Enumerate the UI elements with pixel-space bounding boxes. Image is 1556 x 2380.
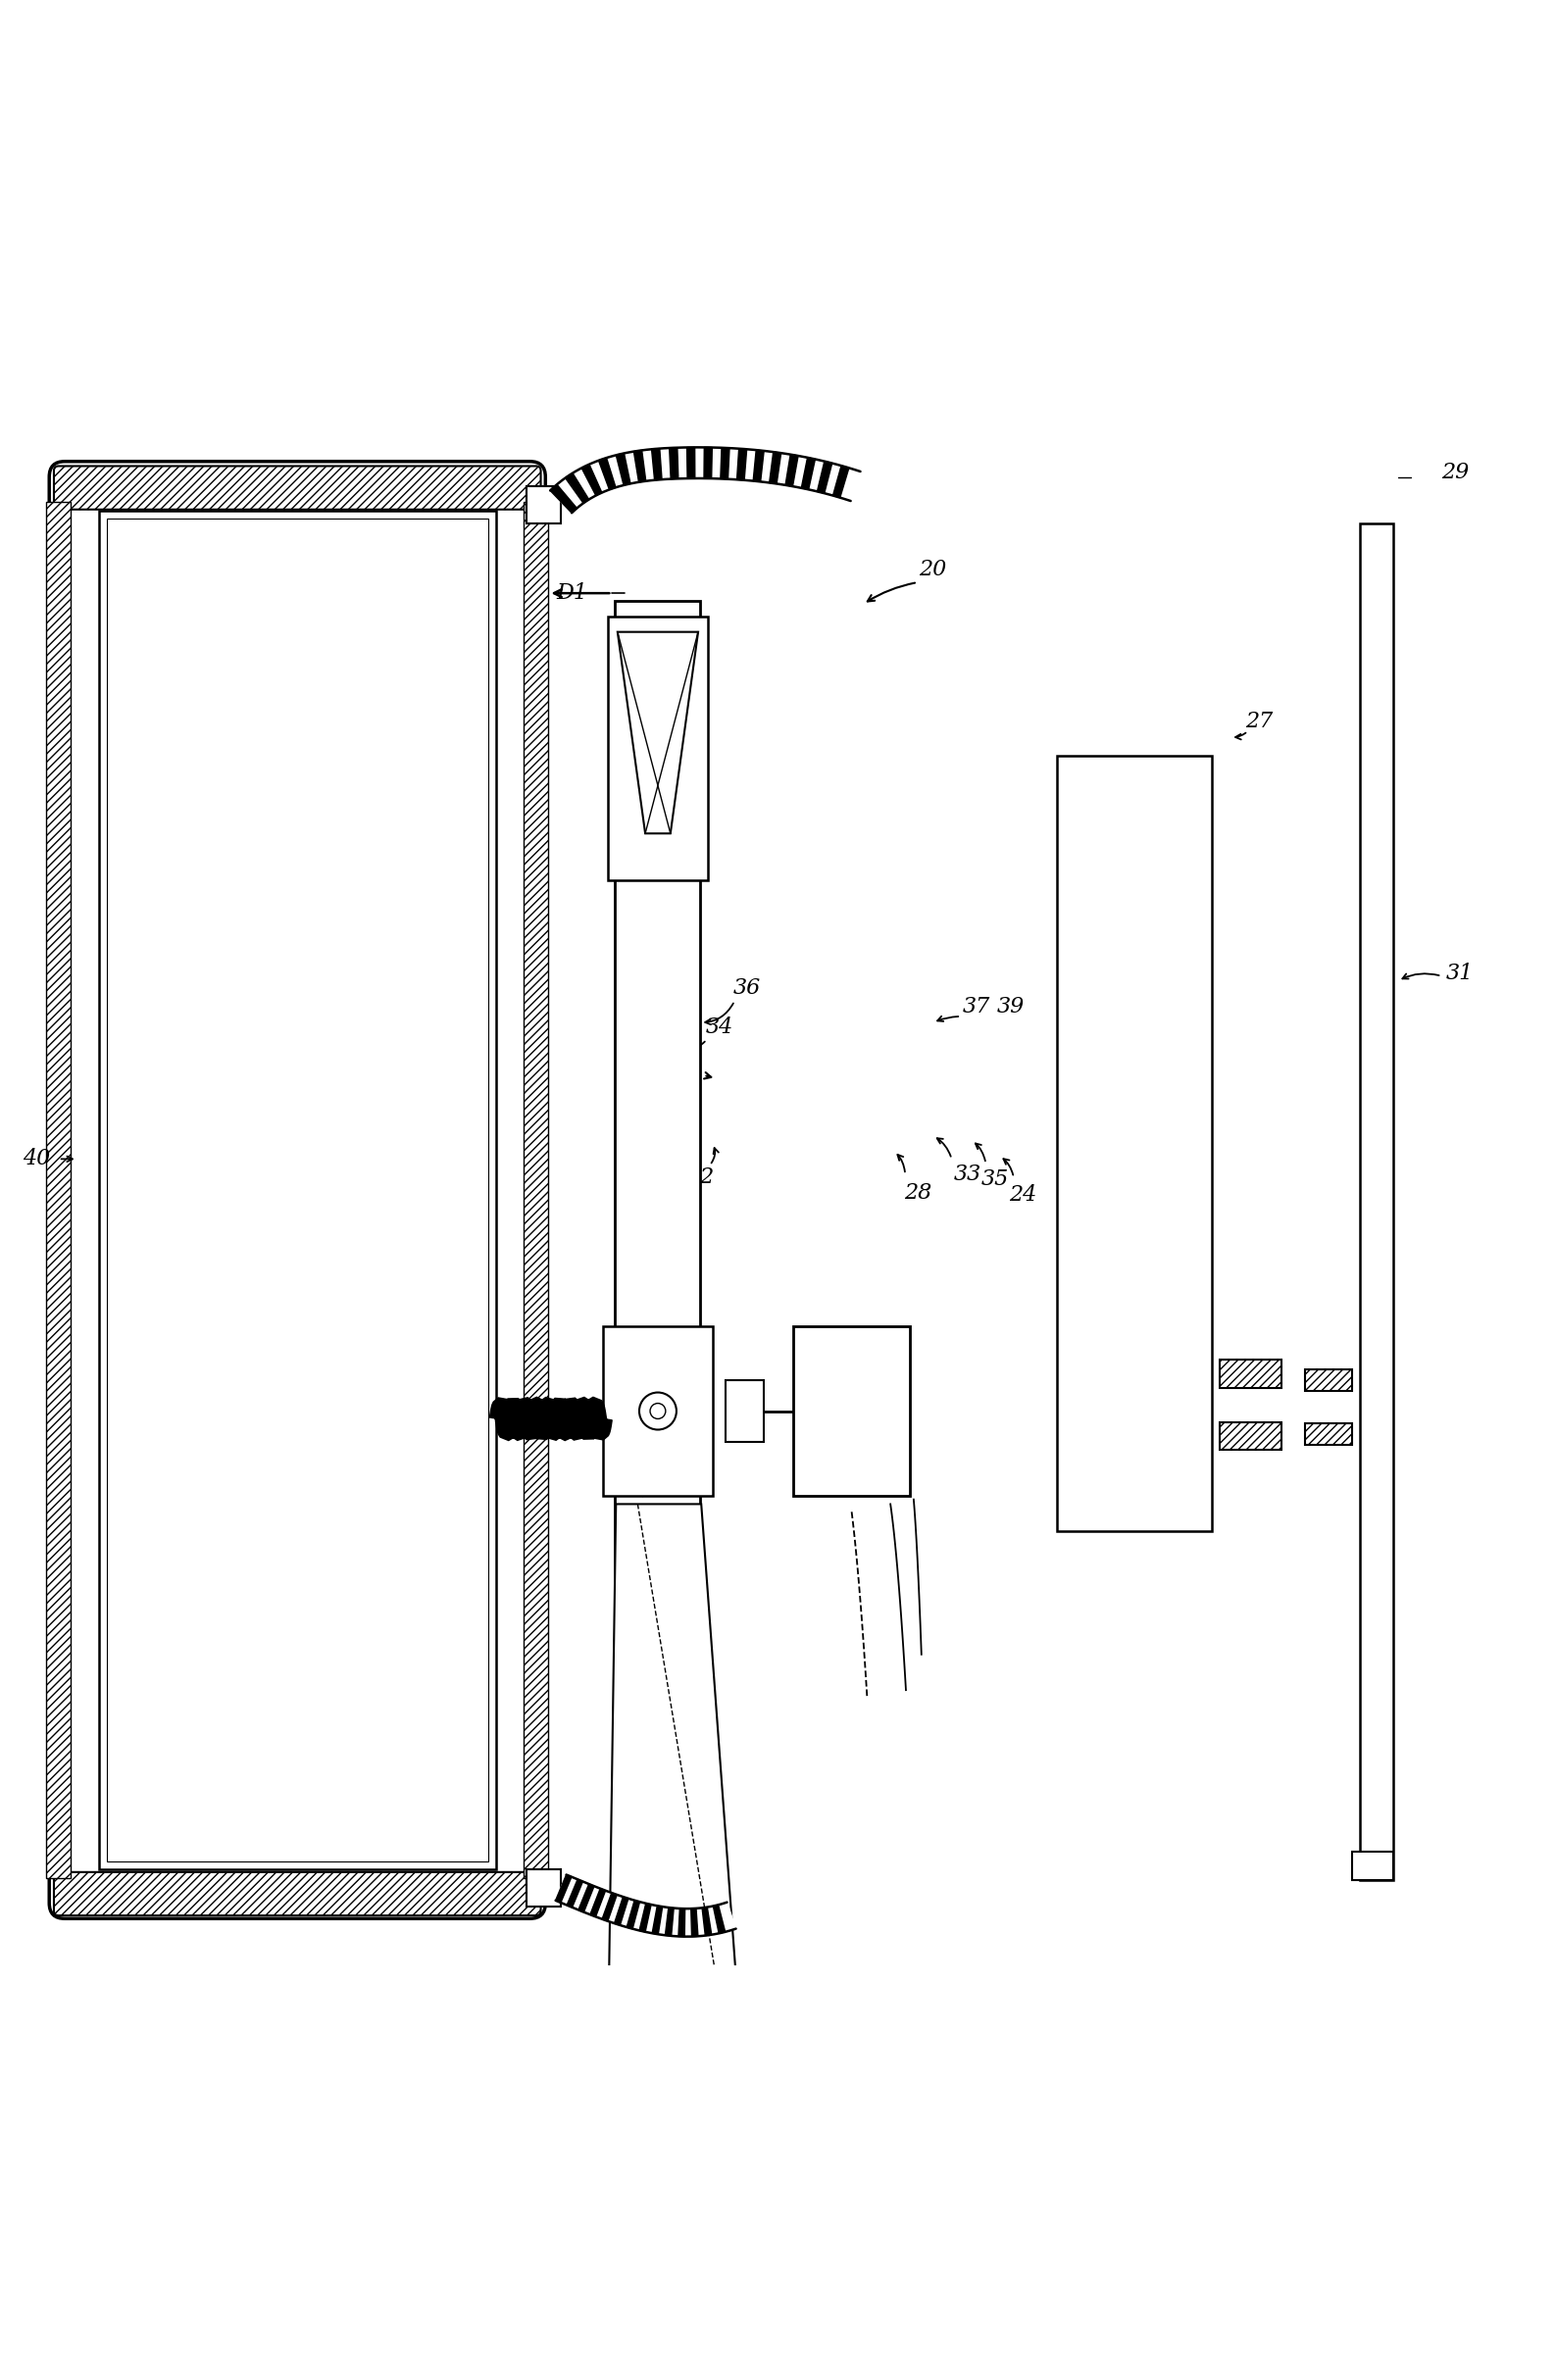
Text: 27: 27	[1245, 712, 1273, 733]
Polygon shape	[551, 486, 577, 514]
Text: D1: D1	[557, 583, 588, 605]
Text: 39: 39	[997, 997, 1024, 1019]
Text: 26: 26	[1089, 788, 1117, 809]
Polygon shape	[640, 1904, 650, 1933]
Polygon shape	[627, 1899, 640, 1928]
Bar	[1352, 1852, 1394, 1880]
Bar	[1305, 1368, 1352, 1390]
Polygon shape	[633, 450, 646, 483]
Polygon shape	[652, 447, 661, 481]
Bar	[1220, 1359, 1282, 1388]
Polygon shape	[615, 1897, 629, 1925]
Text: 20: 20	[920, 559, 948, 581]
Bar	[607, 616, 708, 881]
Polygon shape	[590, 1890, 605, 1916]
Polygon shape	[664, 1906, 674, 1935]
Polygon shape	[703, 447, 713, 478]
Polygon shape	[616, 452, 630, 486]
Bar	[794, 1326, 910, 1497]
Text: 34: 34	[705, 1016, 733, 1038]
Bar	[1220, 1421, 1282, 1449]
Polygon shape	[817, 462, 832, 493]
Polygon shape	[579, 1885, 594, 1911]
Polygon shape	[832, 466, 850, 497]
Polygon shape	[801, 457, 815, 490]
Polygon shape	[566, 1880, 584, 1906]
Circle shape	[650, 1404, 666, 1418]
Bar	[107, 519, 489, 1861]
Bar	[527, 1868, 560, 1894]
Bar	[527, 490, 560, 514]
FancyBboxPatch shape	[50, 462, 546, 1918]
Text: 30: 30	[668, 1064, 696, 1085]
Polygon shape	[786, 455, 798, 486]
Polygon shape	[555, 1875, 736, 1937]
Polygon shape	[713, 1904, 725, 1933]
Polygon shape	[691, 1909, 699, 1937]
Polygon shape	[608, 1504, 741, 2109]
Bar	[47, 502, 72, 1878]
Text: 24: 24	[1010, 1183, 1036, 1204]
Text: 33: 33	[954, 1164, 980, 1185]
Text: 22: 22	[686, 1166, 714, 1188]
Text: 78: 78	[632, 1090, 660, 1111]
Text: 29: 29	[1442, 462, 1469, 483]
Polygon shape	[582, 464, 602, 495]
Polygon shape	[702, 1906, 711, 1935]
Text: 28: 28	[904, 1183, 932, 1204]
Bar	[725, 1380, 764, 1442]
Bar	[1305, 1423, 1352, 1445]
Polygon shape	[669, 447, 678, 478]
Polygon shape	[565, 474, 588, 502]
Text: 35: 35	[982, 1169, 1008, 1190]
Bar	[602, 1326, 713, 1497]
Polygon shape	[618, 633, 699, 833]
Text: 36: 36	[733, 978, 761, 1000]
Text: 31: 31	[1447, 962, 1474, 983]
FancyBboxPatch shape	[54, 1873, 541, 1916]
Polygon shape	[720, 447, 730, 478]
Polygon shape	[602, 1892, 616, 1921]
Polygon shape	[738, 450, 747, 481]
Polygon shape	[555, 1875, 571, 1902]
Bar	[527, 1868, 560, 1906]
Bar	[100, 512, 496, 1868]
Polygon shape	[599, 457, 616, 490]
Text: 40: 40	[23, 1147, 51, 1171]
Polygon shape	[652, 1906, 663, 1935]
Bar	[615, 600, 700, 1811]
Bar	[527, 486, 560, 524]
FancyBboxPatch shape	[54, 466, 541, 509]
Bar	[1360, 524, 1394, 1880]
Text: 37: 37	[963, 997, 990, 1019]
Bar	[524, 502, 549, 1878]
Text: 38: 38	[663, 1823, 691, 1844]
Polygon shape	[490, 1397, 612, 1440]
Bar	[1057, 757, 1212, 1530]
Polygon shape	[686, 447, 696, 478]
Polygon shape	[769, 452, 781, 483]
Circle shape	[640, 1392, 677, 1430]
Polygon shape	[551, 447, 860, 514]
Polygon shape	[678, 1909, 685, 1937]
Polygon shape	[753, 450, 764, 481]
